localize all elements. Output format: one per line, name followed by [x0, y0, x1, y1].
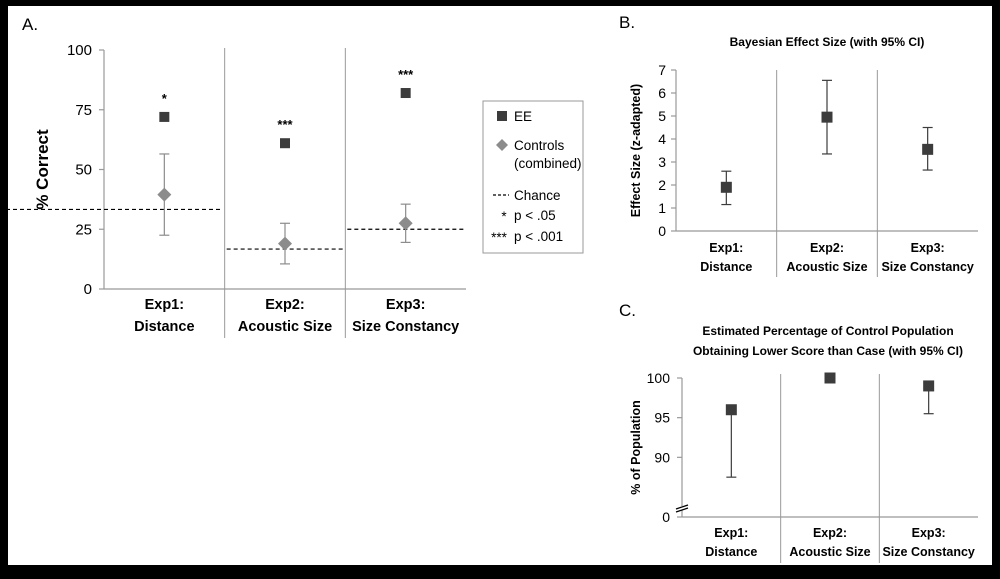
- y-tick-label: 100: [647, 370, 671, 386]
- significance-label: *: [162, 91, 168, 106]
- ee-marker: [400, 88, 411, 99]
- axis-break-gap: [676, 506, 688, 510]
- y-tick-label: 90: [654, 449, 670, 465]
- legend-box: [482, 100, 584, 254]
- y-axis-title: % of Population: [629, 400, 643, 494]
- significance-label: ***: [398, 67, 414, 82]
- legend-ee-label: EE: [514, 109, 532, 124]
- category-label-line2: Distance: [134, 319, 194, 335]
- category-label-line1: Exp3:: [911, 241, 945, 255]
- y-tick-label: 75: [75, 102, 92, 119]
- category-label-line1: Exp2:: [813, 526, 847, 540]
- y-tick-label: 6: [658, 85, 666, 101]
- legend-controls-marker: [496, 139, 508, 151]
- y-tick-label: 1: [658, 200, 666, 216]
- axis-break-icon: [675, 504, 689, 513]
- category-label-line1: Exp3:: [386, 297, 426, 313]
- category-label-line2: Distance: [705, 545, 757, 559]
- panel-a: A. % Correct 0 25 50 75 100 Exp1: Distance Exp2: A…: [6, 15, 584, 338]
- y-tick-label: 4: [658, 131, 666, 147]
- y-tick-label: 50: [75, 162, 92, 179]
- legend-triple-star-symbol: ***: [491, 230, 508, 245]
- panel-c: C. Estimated Percentage of Control Popula…: [619, 301, 978, 563]
- controls-marker: [157, 187, 172, 202]
- category-label-line1: Exp1:: [145, 297, 185, 313]
- figure-background: [8, 6, 992, 565]
- y-tick-label: 7: [658, 62, 666, 78]
- category-label-line1: Exp1:: [714, 526, 748, 540]
- y-tick-label: 0: [658, 223, 666, 239]
- category-label-line1: Exp2:: [810, 241, 844, 255]
- y-tick-label: 0: [84, 281, 92, 298]
- chart-title-line2: Obtaining Lower Score than Case (with 95…: [693, 344, 963, 358]
- y-tick-label: 0: [662, 509, 670, 525]
- legend-p001-label: p < .001: [514, 229, 563, 244]
- population-marker: [923, 380, 935, 392]
- panel-b-label: B.: [619, 13, 635, 32]
- y-tick-label: 2: [658, 177, 666, 193]
- category-label-line1: Exp3:: [912, 526, 946, 540]
- population-marker: [824, 372, 836, 384]
- effect-size-marker: [922, 143, 934, 155]
- y-tick-label: 3: [658, 154, 666, 170]
- panel-b: B. Bayesian Effect Size (with 95% CI) Effe…: [619, 13, 978, 277]
- y-axis-title: % Correct: [33, 129, 52, 210]
- significance-label: ***: [277, 117, 293, 132]
- category-label-line2: Size Constancy: [882, 545, 974, 559]
- ee-marker: [159, 111, 170, 122]
- chart-title: Bayesian Effect Size (with 95% CI): [730, 35, 925, 49]
- y-tick-label: 5: [658, 108, 666, 124]
- legend-star-symbol: *: [501, 209, 507, 224]
- legend-p05-label: p < .05: [514, 208, 556, 223]
- category-label-line2: Acoustic Size: [789, 545, 870, 559]
- y-tick-label: 25: [75, 221, 92, 238]
- axis-break-slash: [675, 507, 689, 513]
- legend-controls-label-line2: (combined): [514, 156, 582, 171]
- panel-c-label: C.: [619, 301, 636, 320]
- ee-marker: [280, 138, 290, 149]
- y-axis-title: Effect Size (z-adapted): [629, 84, 643, 217]
- chart-title-line1: Estimated Percentage of Control Populati…: [702, 324, 953, 338]
- legend-ee-marker: [497, 111, 507, 121]
- effect-size-marker: [821, 111, 833, 123]
- category-label-line2: Size Constancy: [881, 260, 973, 274]
- category-label-line1: Exp1:: [709, 241, 743, 255]
- category-label-line2: Acoustic Size: [238, 319, 332, 335]
- panel-a-label: A.: [22, 15, 38, 34]
- population-marker: [725, 404, 737, 416]
- y-tick-label: 95: [654, 410, 670, 426]
- category-label-line2: Acoustic Size: [786, 260, 867, 274]
- category-label-line2: Distance: [700, 260, 752, 274]
- effect-size-marker: [720, 181, 732, 193]
- controls-marker: [278, 236, 292, 251]
- y-tick-label: 100: [67, 42, 92, 59]
- category-label-line1: Exp2:: [265, 297, 305, 313]
- controls-marker: [398, 216, 413, 231]
- axis-break-slash: [675, 504, 689, 510]
- category-label-line2: Size Constancy: [352, 319, 459, 335]
- legend: EE Controls (combined) Chance * p < .05 *** p <…: [482, 100, 584, 254]
- legend-controls-label-line1: Controls: [514, 138, 565, 153]
- legend-chance-label: Chance: [514, 188, 561, 203]
